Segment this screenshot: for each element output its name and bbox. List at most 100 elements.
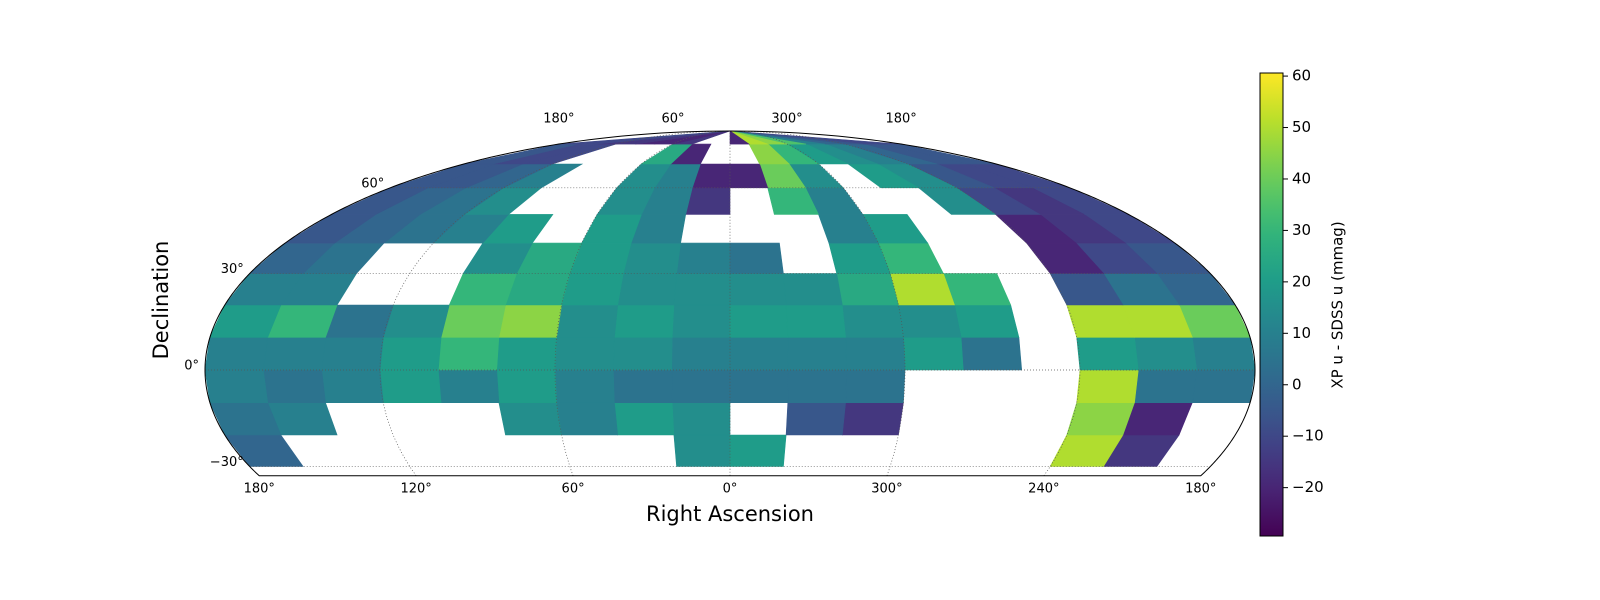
map-cell (204, 369, 269, 404)
map-cell (729, 163, 769, 189)
map-cell (1066, 304, 1135, 338)
map-cell (783, 273, 843, 306)
map-cell (729, 130, 750, 145)
top-x-tick-label: 180° (543, 112, 574, 127)
map-cell (685, 187, 731, 215)
map-cell (785, 304, 846, 338)
meridian-grid-line (729, 130, 1081, 477)
map-cell (262, 336, 326, 371)
map-cell (262, 369, 326, 404)
y-axis-label: Declination (149, 241, 173, 360)
colorbar-tick-label: 30 (1292, 221, 1311, 239)
map-cell (729, 336, 789, 371)
map-cell (440, 304, 506, 338)
meridian-grid-line (729, 130, 906, 476)
y-tick-label: −30° (210, 455, 244, 470)
map-cell (1076, 369, 1139, 404)
y-tick-label: 30° (221, 262, 244, 277)
meridian-grid-line (379, 130, 731, 477)
map-cell (785, 402, 846, 436)
top-x-tick-label: 60° (661, 112, 684, 127)
map-cell (617, 273, 677, 306)
meridian-grid-line (554, 130, 731, 476)
x-tick-label: 180° (244, 481, 275, 496)
map-cell (729, 369, 789, 404)
map-cell (729, 242, 784, 274)
map-cell (612, 336, 673, 371)
map-cell (498, 304, 562, 338)
colorbar-tick-label: 40 (1292, 169, 1311, 187)
colorbar-tick-label: 10 (1292, 324, 1311, 342)
map-cell (942, 273, 1012, 306)
y-tick-label: 0° (184, 359, 199, 374)
colorbar-tick-label: −20 (1292, 478, 1324, 496)
map-cell (787, 369, 848, 404)
map-cell (889, 273, 955, 306)
map-cell (379, 336, 442, 371)
map-cell (845, 369, 906, 404)
map-cell (903, 336, 964, 371)
map-cell (1191, 369, 1256, 404)
map-cell (954, 304, 1020, 338)
colorbar (1259, 72, 1284, 537)
map-cell (496, 336, 557, 371)
x-tick-label: 180° (1185, 481, 1216, 496)
map-cell (437, 369, 500, 404)
map-cell (379, 369, 442, 404)
map-cell (614, 402, 675, 436)
map-cell (836, 273, 899, 306)
map-cell (204, 336, 269, 371)
graticule (205, 130, 1255, 477)
x-tick-label: 120° (400, 481, 431, 496)
top-x-tick-label: 300° (771, 112, 802, 127)
map-cell (898, 304, 962, 338)
map-cell (676, 242, 731, 274)
map-cell (556, 304, 619, 338)
map-cell (498, 402, 562, 436)
map-cell (382, 304, 450, 338)
y-tick-label: 60° (361, 176, 384, 191)
x-tick-label: 300° (871, 481, 902, 496)
map-cell (673, 434, 731, 467)
map-frame (204, 130, 1256, 477)
map-cell (612, 369, 673, 404)
colorbar-tick-label: 0 (1292, 375, 1302, 393)
map-cell (1191, 336, 1256, 371)
map-cell (671, 304, 731, 338)
map-cell (960, 336, 1023, 371)
map-cell (1134, 336, 1198, 371)
x-axis-label: Right Ascension (646, 502, 814, 526)
map-cell (558, 130, 731, 145)
x-tick-label: 240° (1028, 481, 1059, 496)
map-cell (787, 336, 848, 371)
map-cell (622, 242, 681, 274)
colorbar-label: XP u - SDSS u (mmag) (1329, 221, 1347, 388)
colorbar-tick-label: 50 (1292, 118, 1311, 136)
colorbar-tick-label: 20 (1292, 272, 1311, 290)
map-cell (554, 369, 615, 404)
map-cell (1066, 402, 1135, 436)
top-x-tick-label: 180° (885, 112, 916, 127)
map-cell (496, 369, 557, 404)
map-cell (845, 336, 906, 371)
x-tick-label: 60° (562, 481, 585, 496)
map-cell (1134, 369, 1198, 404)
colorbar-tick-label: −10 (1292, 427, 1324, 445)
map-cell (437, 336, 500, 371)
map-cell (321, 369, 384, 404)
colorbar-tick-label: 60 (1292, 67, 1311, 85)
map-cell (1076, 336, 1139, 371)
map-cell (671, 369, 731, 404)
map-cell (729, 434, 787, 467)
map-cell (729, 273, 787, 306)
map-cell (554, 336, 615, 371)
x-tick-label: 0° (723, 481, 738, 496)
map-cell (841, 304, 904, 338)
map-cells (204, 130, 1256, 467)
map-cell (673, 273, 731, 306)
map-cell (1122, 402, 1193, 436)
map-cell (671, 402, 731, 436)
map-cell (556, 402, 619, 436)
map-cell (841, 402, 904, 436)
